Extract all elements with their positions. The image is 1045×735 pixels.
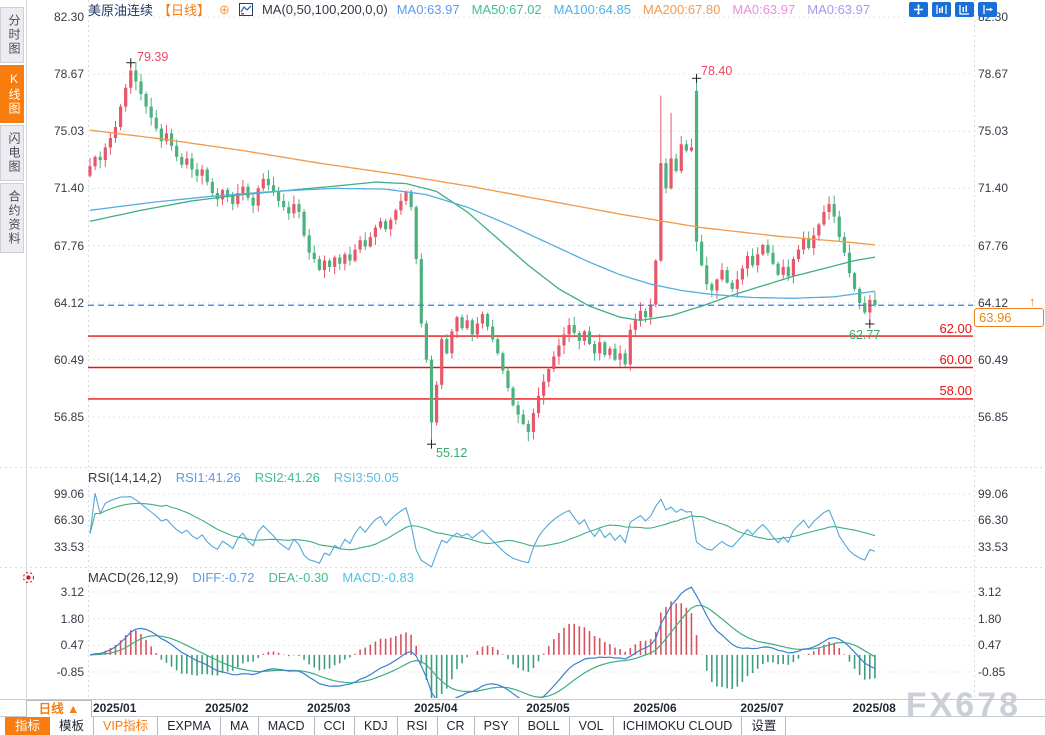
y-axis-label: 33.53 <box>978 540 1009 554</box>
pan-right-icon[interactable] <box>978 2 997 17</box>
sidebar: 分时图 K线图 闪电图 合约资料 <box>0 0 27 698</box>
support-level-label: 58.00 <box>939 383 972 399</box>
rsi-value-1: RSI1:41.26 <box>175 470 241 485</box>
bottom-tab-RSI[interactable]: RSI <box>398 717 438 735</box>
indicator-tabbar: 指标 模板 VIP指标 EXPMA MA MACD CCI KDJ RSI CR PSY BOLL VO… <box>0 717 1045 735</box>
y-axis-label: 66.30 <box>53 513 84 528</box>
support-level-label: 62.00 <box>939 320 972 336</box>
rsi-value-2: RSI2:41.26 <box>254 470 320 485</box>
annotation-low-55.12: 55.12 <box>436 446 468 460</box>
price-up-arrow-icon: ↑ <box>1029 294 1036 309</box>
x-axis-label: 2025/08 <box>852 701 896 715</box>
chart-toolbar <box>909 2 997 17</box>
hot-indicator-icon[interactable] <box>21 570 36 590</box>
y-axis-label: 60.49 <box>978 352 1009 367</box>
bottom-tab-VIP指标[interactable]: VIP指标 <box>94 717 159 735</box>
y-axis-label: 71.40 <box>53 181 84 196</box>
annotation-low-62.77: 62.77 <box>849 328 881 342</box>
y-axis-label: 64.12 <box>978 295 1009 310</box>
ma-legend-6: MA0:63.97 <box>807 2 871 17</box>
bottom-tab-设置[interactable]: 设置 <box>742 717 787 735</box>
ma-legend-1: MA0:63.97 <box>396 2 460 17</box>
symbol-name: 美原油连续 <box>88 3 154 18</box>
y-axis-label: 78.67 <box>978 67 1009 82</box>
bottom-tab-ICHIMOKU CLOUD[interactable]: ICHIMOKU CLOUD <box>614 717 743 735</box>
crosshair-icon[interactable] <box>909 2 928 17</box>
chart-style-icon[interactable] <box>238 3 253 16</box>
y-axis-label: 66.30 <box>978 513 1009 528</box>
x-axis-label: 2025/06 <box>633 701 677 715</box>
y-axis-label: 3.12 <box>60 585 84 599</box>
add-compare-icon[interactable]: ⊕ <box>219 1 230 17</box>
y-axis-label: -0.85 <box>56 664 84 679</box>
x-axis-label: 2025/01 <box>93 701 137 715</box>
macd-value-3: MACD:-0.83 <box>342 570 414 585</box>
bottom-tab-CCI[interactable]: CCI <box>315 717 356 735</box>
period-dropdown-button[interactable]: 日线 ▲ <box>26 700 92 718</box>
y-axis-label: 1.80 <box>60 611 84 626</box>
ma-legend-5: MA0:63.97 <box>732 2 796 17</box>
y-axis-label: 0.47 <box>60 638 84 653</box>
macd-title: MACD(26,12,9) <box>88 570 179 585</box>
macd-value-2: DEA:-0.30 <box>268 570 329 585</box>
axis-scale-icon[interactable] <box>955 2 974 17</box>
period-label: 【日线】 <box>158 3 211 18</box>
bottom-tab-VOL[interactable]: VOL <box>570 717 614 735</box>
bottom-tab-模板[interactable]: 模板 <box>50 717 95 735</box>
y-axis-label: 33.53 <box>53 540 84 554</box>
y-axis-label: 71.40 <box>978 181 1009 196</box>
rsi-value-3: RSI3:50.05 <box>333 470 399 485</box>
y-axis-label: 82.30 <box>53 10 84 24</box>
x-axis-label: 2025/03 <box>307 701 351 715</box>
ma-legend-3: MA100:64.85 <box>553 2 632 17</box>
bottom-tab-PSY[interactable]: PSY <box>475 717 519 735</box>
x-axis-label: 2025/04 <box>414 701 458 715</box>
sidebar-tab-3[interactable]: 闪电图 <box>0 125 24 181</box>
sidebar-tab-1[interactable]: 分时图 <box>0 7 24 63</box>
x-axis-label: 2025/02 <box>205 701 249 715</box>
macd-header: MACD(26,12,9) DIFF:-0.72 DEA:-0.30 MACD:-0… <box>88 570 414 585</box>
chart-header: 美原油连续 【日线】 ⊕ MA(0,50,100,200,0,0) MA0:63… <box>88 1 871 19</box>
x-axis-row <box>0 699 1045 717</box>
macd-value-1: DIFF:-0.72 <box>192 570 255 585</box>
y-axis-label: 75.03 <box>53 124 84 139</box>
y-axis-label: 99.06 <box>53 487 84 501</box>
annotation-high-78.40: 78.40 <box>701 64 733 78</box>
y-axis-label: 75.03 <box>978 124 1009 139</box>
bottom-tab-EXPMA[interactable]: EXPMA <box>158 717 221 735</box>
bottom-tab-KDJ[interactable]: KDJ <box>355 717 398 735</box>
ma-legend-4: MA200:67.80 <box>643 2 721 17</box>
y-axis-label: -0.85 <box>978 664 1006 679</box>
sidebar-tab-2[interactable]: K线图 <box>0 65 24 123</box>
bottom-tab-MA[interactable]: MA <box>221 717 259 735</box>
y-axis-label: 67.76 <box>978 238 1009 253</box>
last-price-badge: 63.96 <box>974 308 1044 327</box>
x-axis-label: 2025/07 <box>740 701 784 715</box>
ma-params: MA(0,50,100,200,0,0) <box>261 2 388 17</box>
bottom-tab-BOLL[interactable]: BOLL <box>519 717 570 735</box>
y-axis-label: 78.67 <box>53 67 84 82</box>
bottom-tab-指标[interactable]: 指标 <box>5 717 51 735</box>
rsi-title: RSI(14,14,2) <box>88 470 162 485</box>
x-axis-label: 2025/05 <box>526 701 570 715</box>
ma-legend-2: MA50:67.02 <box>471 2 542 17</box>
y-axis-label: 99.06 <box>978 487 1009 501</box>
y-axis-label: 64.12 <box>53 295 84 310</box>
y-axis-label: 56.85 <box>978 409 1009 424</box>
rsi-header: RSI(14,14,2) RSI1:41.26 RSI2:41.26 RSI3:50… <box>88 470 399 485</box>
y-axis-label: 1.80 <box>978 611 1002 626</box>
fit-chart-icon[interactable] <box>932 2 951 17</box>
bottom-tab-MACD[interactable]: MACD <box>259 717 315 735</box>
y-axis-label: 56.85 <box>53 409 84 424</box>
bottom-tab-CR[interactable]: CR <box>438 717 475 735</box>
annotation-high-79.39: 79.39 <box>137 50 169 64</box>
y-axis-label: 67.76 <box>53 238 84 253</box>
sidebar-tab-4[interactable]: 合约资料 <box>0 183 24 253</box>
support-level-label: 60.00 <box>939 351 972 367</box>
y-axis-label: 0.47 <box>978 638 1002 653</box>
y-axis-label: 60.49 <box>53 352 84 367</box>
y-axis-label: 3.12 <box>978 585 1002 599</box>
